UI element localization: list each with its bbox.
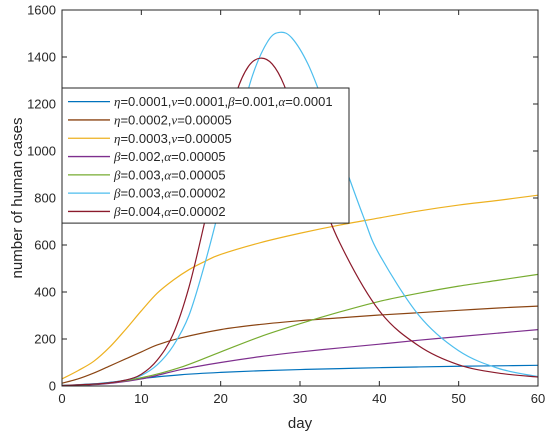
y-tick-label: 200 [34,332,56,347]
y-tick-label: 400 [34,285,56,300]
tick-layer: 0 10 20 30 40 50 60020040060080010001200140016… [27,3,545,407]
y-tick-label: 0 [49,379,56,394]
legend-entry-7: β=0.004,α=0.00002 [113,204,226,219]
legend-entry-5: β=0.003,α=0.00005 [113,167,226,182]
legend-entry-6: β=0.003,α=0.00002 [113,186,226,201]
y-tick-label: 800 [34,191,56,206]
x-tick-label: 10 [134,391,148,406]
legend-entry-2: η=0.0002,ν=0.00005 [114,112,232,127]
x-tick-label: 40 [372,391,386,406]
series-line-3 [61,194,539,380]
x-axis-label: day [288,415,313,432]
series-line-6 [61,31,539,387]
series-line-7 [61,57,539,387]
x-tick-label: 20 [213,391,227,406]
x-tick-label: 60 [531,391,545,406]
y-tick-label: 1200 [27,97,56,112]
x-tick-label: 0 [58,391,65,406]
legend: η=0.0001,ν=0.0001,β=0.001,α=0.0001 η=0.00… [61,87,350,224]
y-axis-label: number of human cases [9,118,26,279]
series-layer [61,31,539,387]
series-line-5 [61,273,539,387]
y-tick-label: 1400 [27,50,56,65]
legend-entry-1: η=0.0001,ν=0.0001,β=0.001,α=0.0001 [114,94,333,109]
legend-entry-4: β=0.002,α=0.00005 [113,149,226,164]
legend-box [61,87,350,224]
x-tick-label: 50 [451,391,465,406]
y-tick-label: 1000 [27,144,56,159]
series-line-2 [61,305,539,384]
y-tick-label: 1600 [27,3,56,18]
x-tick-label: 30 [293,391,307,406]
legend-entry-3: η=0.0003,ν=0.00005 [114,131,232,146]
series-line-4 [61,329,539,387]
y-tick-label: 600 [34,238,56,253]
